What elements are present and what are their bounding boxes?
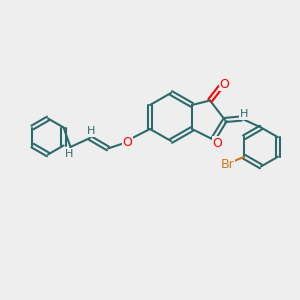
Text: H: H	[65, 148, 73, 159]
Text: O: O	[123, 136, 132, 149]
Text: O: O	[213, 136, 222, 150]
Text: H: H	[240, 109, 248, 119]
Text: O: O	[219, 77, 229, 91]
Text: H: H	[87, 126, 96, 136]
Text: Br: Br	[221, 158, 235, 171]
